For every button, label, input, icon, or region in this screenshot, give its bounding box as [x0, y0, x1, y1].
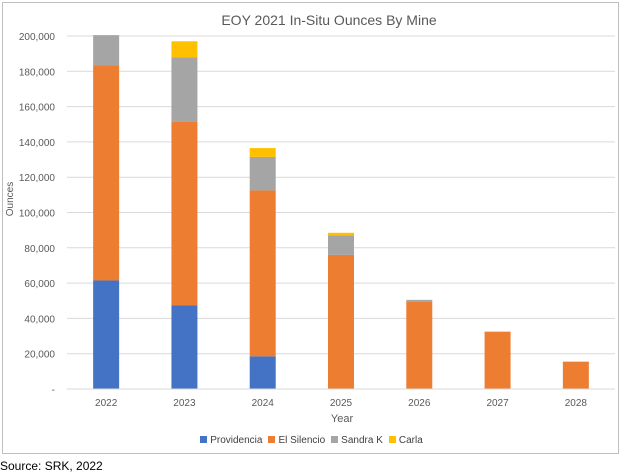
bar-segment	[171, 41, 198, 58]
bar-segment	[249, 356, 276, 389]
bar-segment	[484, 331, 511, 389]
source-note: Source: SRK, 2022	[0, 459, 103, 473]
bar-segment	[328, 254, 354, 389]
y-tick-label: 180,000	[19, 67, 56, 78]
chart-title: EOY 2021 In-Situ Ounces By Mine	[221, 12, 437, 28]
bar-segment	[93, 280, 120, 389]
y-axis-label: Ounces	[5, 182, 16, 216]
legend-swatch	[388, 436, 396, 443]
x-tick-label: 2023	[173, 398, 196, 409]
y-tick-label: 20,000	[24, 350, 55, 361]
legend-item: Sandra K	[331, 435, 383, 446]
x-axis-label: Year	[331, 413, 354, 425]
y-tick-label: 100,000	[19, 209, 56, 220]
x-tick-label: 2026	[408, 398, 431, 409]
x-tick-label: 2027	[486, 398, 509, 409]
legend-swatch	[200, 436, 208, 443]
legend-swatch	[268, 436, 276, 443]
bar-segment	[328, 232, 354, 236]
x-tick-label: 2022	[95, 398, 118, 409]
legend: Providencia El Silencio Sandra K Carla	[3, 435, 620, 446]
y-tick-label: 160,000	[19, 103, 56, 114]
y-tick-label: 60,000	[24, 279, 55, 290]
legend-label: Sandra K	[341, 435, 383, 446]
y-tick-label: 40,000	[24, 314, 55, 325]
legend-item: Carla	[388, 435, 423, 446]
gridlines	[67, 35, 615, 355]
bar-segment	[171, 121, 198, 306]
x-tick-label: 2024	[252, 398, 275, 409]
stacked-bar-chart: EOY 2021 In-Situ Ounces By Mine - 20,000 4…	[5, 12, 615, 425]
x-axis-ticks: 2022 2023 2024 2025 2026 2027 2028	[95, 398, 587, 409]
bar-segment	[249, 190, 276, 357]
y-tick-label: 200,000	[19, 32, 56, 43]
legend-label: Providencia	[210, 435, 263, 446]
y-tick-label: 120,000	[19, 173, 56, 184]
legend-item: Providencia	[200, 435, 262, 446]
bar-segment	[406, 299, 433, 302]
bar-segment	[249, 148, 276, 157]
bar-segment	[328, 235, 354, 255]
bar-segment	[93, 65, 120, 281]
x-tick-label: 2025	[330, 398, 353, 409]
legend-label: El Silencio	[278, 435, 326, 446]
bar-segment	[93, 35, 120, 66]
legend-label: Carla	[398, 435, 423, 446]
y-tick-label: -	[52, 385, 55, 396]
bar-segment	[406, 301, 433, 389]
y-tick-label: 80,000	[24, 244, 55, 255]
bar-segment	[171, 305, 198, 389]
y-axis-ticks: - 20,000 40,000 60,000 80,000 100,000 120,000 1…	[19, 32, 56, 396]
y-tick-label: 140,000	[19, 138, 56, 149]
chart-frame: EOY 2021 In-Situ Ounces By Mine - 20,000 4…	[2, 2, 619, 454]
legend-swatch	[331, 436, 339, 443]
legend-item: El Silencio	[268, 435, 325, 446]
bars	[93, 35, 589, 389]
bar-segment	[171, 57, 198, 122]
x-tick-label: 2028	[565, 398, 588, 409]
bar-segment	[562, 361, 589, 389]
bar-segment	[249, 156, 276, 191]
